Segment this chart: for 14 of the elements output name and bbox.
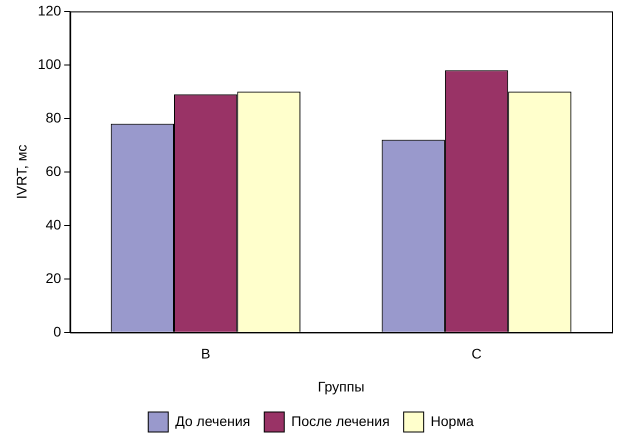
x-tick-label: B (200, 346, 210, 362)
x-tick-label: C (471, 346, 482, 362)
y-tick-label: 20 (46, 270, 62, 286)
y-axis-title: IVRT, мс (13, 144, 30, 200)
y-tick-label: 100 (38, 56, 62, 72)
legend-label: Норма (430, 412, 474, 429)
y-tick-label: 0 (53, 323, 62, 340)
y-tick-label: 120 (38, 2, 62, 18)
x-axis-title: Группы (318, 378, 364, 394)
y-tick-label: 60 (46, 162, 62, 179)
y-tick-label: 40 (46, 216, 62, 232)
y-tick-label: 80 (46, 109, 62, 126)
legend-label: До лечения (175, 412, 250, 429)
legend-label: После лечения (291, 412, 390, 429)
